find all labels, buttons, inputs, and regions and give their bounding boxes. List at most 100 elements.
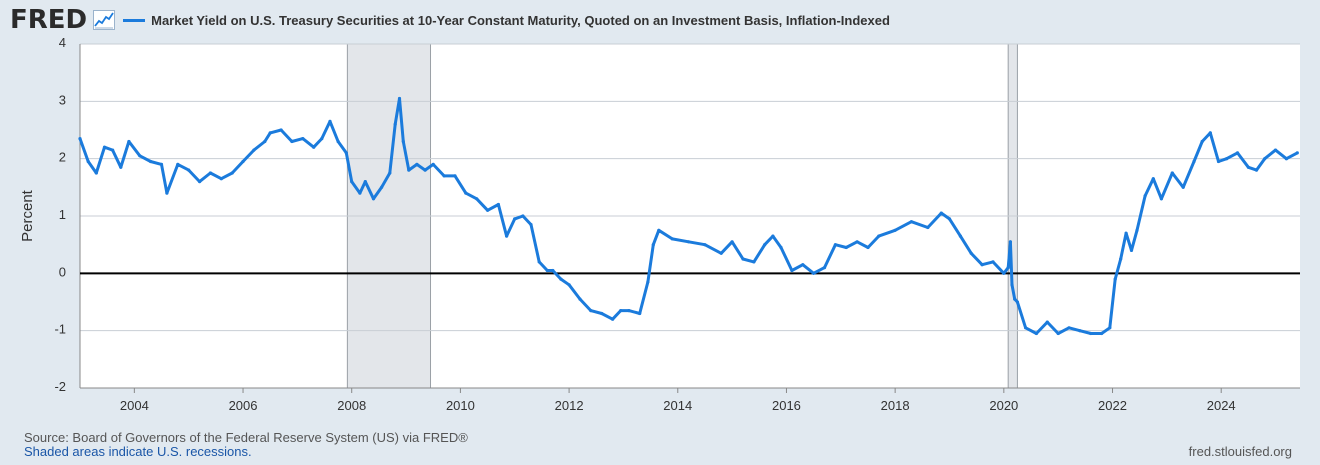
chart-line-icon bbox=[93, 10, 116, 30]
data-point bbox=[1008, 240, 1013, 244]
data-point bbox=[344, 151, 348, 155]
data-point bbox=[611, 317, 615, 321]
data-point bbox=[551, 268, 555, 273]
data-point bbox=[1100, 331, 1104, 336]
data-point bbox=[771, 234, 775, 238]
x-tick-label: 2008 bbox=[337, 398, 366, 413]
legend-label[interactable]: Market Yield on U.S. Treasury Securities… bbox=[151, 12, 890, 28]
data-point bbox=[1119, 257, 1123, 261]
data-point bbox=[939, 211, 943, 215]
data-point bbox=[1013, 297, 1017, 301]
data-point bbox=[638, 311, 642, 316]
data-point bbox=[1246, 165, 1250, 169]
data-point bbox=[1192, 159, 1196, 164]
data-point bbox=[149, 159, 153, 164]
x-tick-label: 2016 bbox=[772, 398, 801, 413]
data-point bbox=[241, 159, 245, 164]
data-point bbox=[627, 309, 631, 313]
x-tick-label: 2012 bbox=[555, 398, 584, 413]
data-point bbox=[486, 208, 490, 212]
data-point bbox=[102, 145, 107, 149]
data-point bbox=[1002, 271, 1006, 275]
data-point bbox=[1254, 168, 1259, 172]
data-point bbox=[980, 263, 984, 267]
data-point bbox=[320, 137, 324, 141]
data-point bbox=[619, 309, 623, 313]
data-point bbox=[1208, 131, 1212, 135]
data-point bbox=[415, 162, 419, 166]
x-tick-label: 2024 bbox=[1207, 398, 1236, 413]
data-point bbox=[969, 251, 973, 255]
data-point bbox=[1225, 157, 1229, 161]
data-point bbox=[407, 168, 411, 172]
data-point bbox=[1045, 320, 1049, 324]
data-point bbox=[657, 228, 661, 232]
y-tick-label: 0 bbox=[59, 264, 66, 279]
data-point bbox=[559, 277, 563, 281]
data-point bbox=[401, 139, 405, 144]
data-point bbox=[301, 137, 305, 141]
data-point bbox=[545, 268, 549, 273]
data-point bbox=[1181, 185, 1185, 189]
source-note: Source: Board of Governors of the Federa… bbox=[24, 430, 468, 445]
data-point bbox=[371, 197, 376, 201]
data-point bbox=[513, 217, 517, 221]
data-point bbox=[790, 268, 794, 273]
data-point bbox=[165, 191, 169, 195]
data-point bbox=[208, 171, 212, 175]
data-point bbox=[464, 191, 468, 195]
data-point bbox=[1124, 231, 1128, 235]
data-point bbox=[198, 180, 202, 184]
data-point bbox=[752, 260, 756, 264]
data-point bbox=[1170, 171, 1174, 175]
chart-header: FRED Market Yield on U.S. Treasury Secur… bbox=[10, 5, 890, 35]
data-point bbox=[423, 168, 427, 172]
data-point bbox=[866, 245, 870, 250]
y-tick-label: 4 bbox=[59, 35, 66, 50]
data-point bbox=[363, 180, 367, 184]
data-point bbox=[893, 228, 897, 232]
fred-logo[interactable]: FRED bbox=[10, 5, 88, 35]
data-point bbox=[1108, 326, 1112, 330]
data-point bbox=[1089, 331, 1093, 336]
data-point bbox=[263, 139, 267, 144]
data-point bbox=[94, 171, 98, 175]
data-point bbox=[127, 139, 131, 144]
data-point bbox=[388, 171, 392, 175]
data-point bbox=[1284, 157, 1288, 161]
data-point bbox=[279, 128, 283, 132]
data-point bbox=[230, 171, 234, 175]
data-point bbox=[1151, 177, 1155, 181]
data-point bbox=[801, 263, 805, 267]
data-point bbox=[111, 148, 115, 152]
data-point bbox=[1006, 266, 1010, 270]
data-point bbox=[812, 271, 816, 275]
data-point bbox=[86, 159, 90, 164]
legend-swatch bbox=[123, 18, 146, 22]
data-point bbox=[651, 243, 655, 247]
data-point bbox=[350, 180, 354, 184]
data-point bbox=[703, 243, 707, 247]
x-tick-label: 2006 bbox=[229, 398, 258, 413]
data-point bbox=[252, 148, 256, 152]
data-point bbox=[1015, 300, 1020, 304]
data-point bbox=[1113, 277, 1117, 281]
data-point bbox=[670, 237, 674, 241]
data-point bbox=[1143, 194, 1147, 198]
data-point bbox=[496, 202, 500, 207]
data-point bbox=[1216, 159, 1221, 164]
data-point bbox=[268, 131, 272, 135]
data-point bbox=[600, 311, 604, 316]
x-tick-label: 2004 bbox=[120, 398, 149, 413]
data-point bbox=[290, 139, 294, 144]
x-tick-label: 2018 bbox=[881, 398, 910, 413]
site-url[interactable]: fred.stlouisfed.org bbox=[1188, 444, 1292, 459]
data-point bbox=[1263, 157, 1267, 161]
data-point bbox=[187, 168, 191, 172]
y-tick-label: 3 bbox=[59, 92, 66, 107]
x-tick-label: 2020 bbox=[989, 398, 1018, 413]
data-point bbox=[119, 165, 123, 169]
data-point bbox=[719, 251, 723, 255]
data-point bbox=[1273, 148, 1278, 152]
data-point bbox=[521, 214, 525, 218]
